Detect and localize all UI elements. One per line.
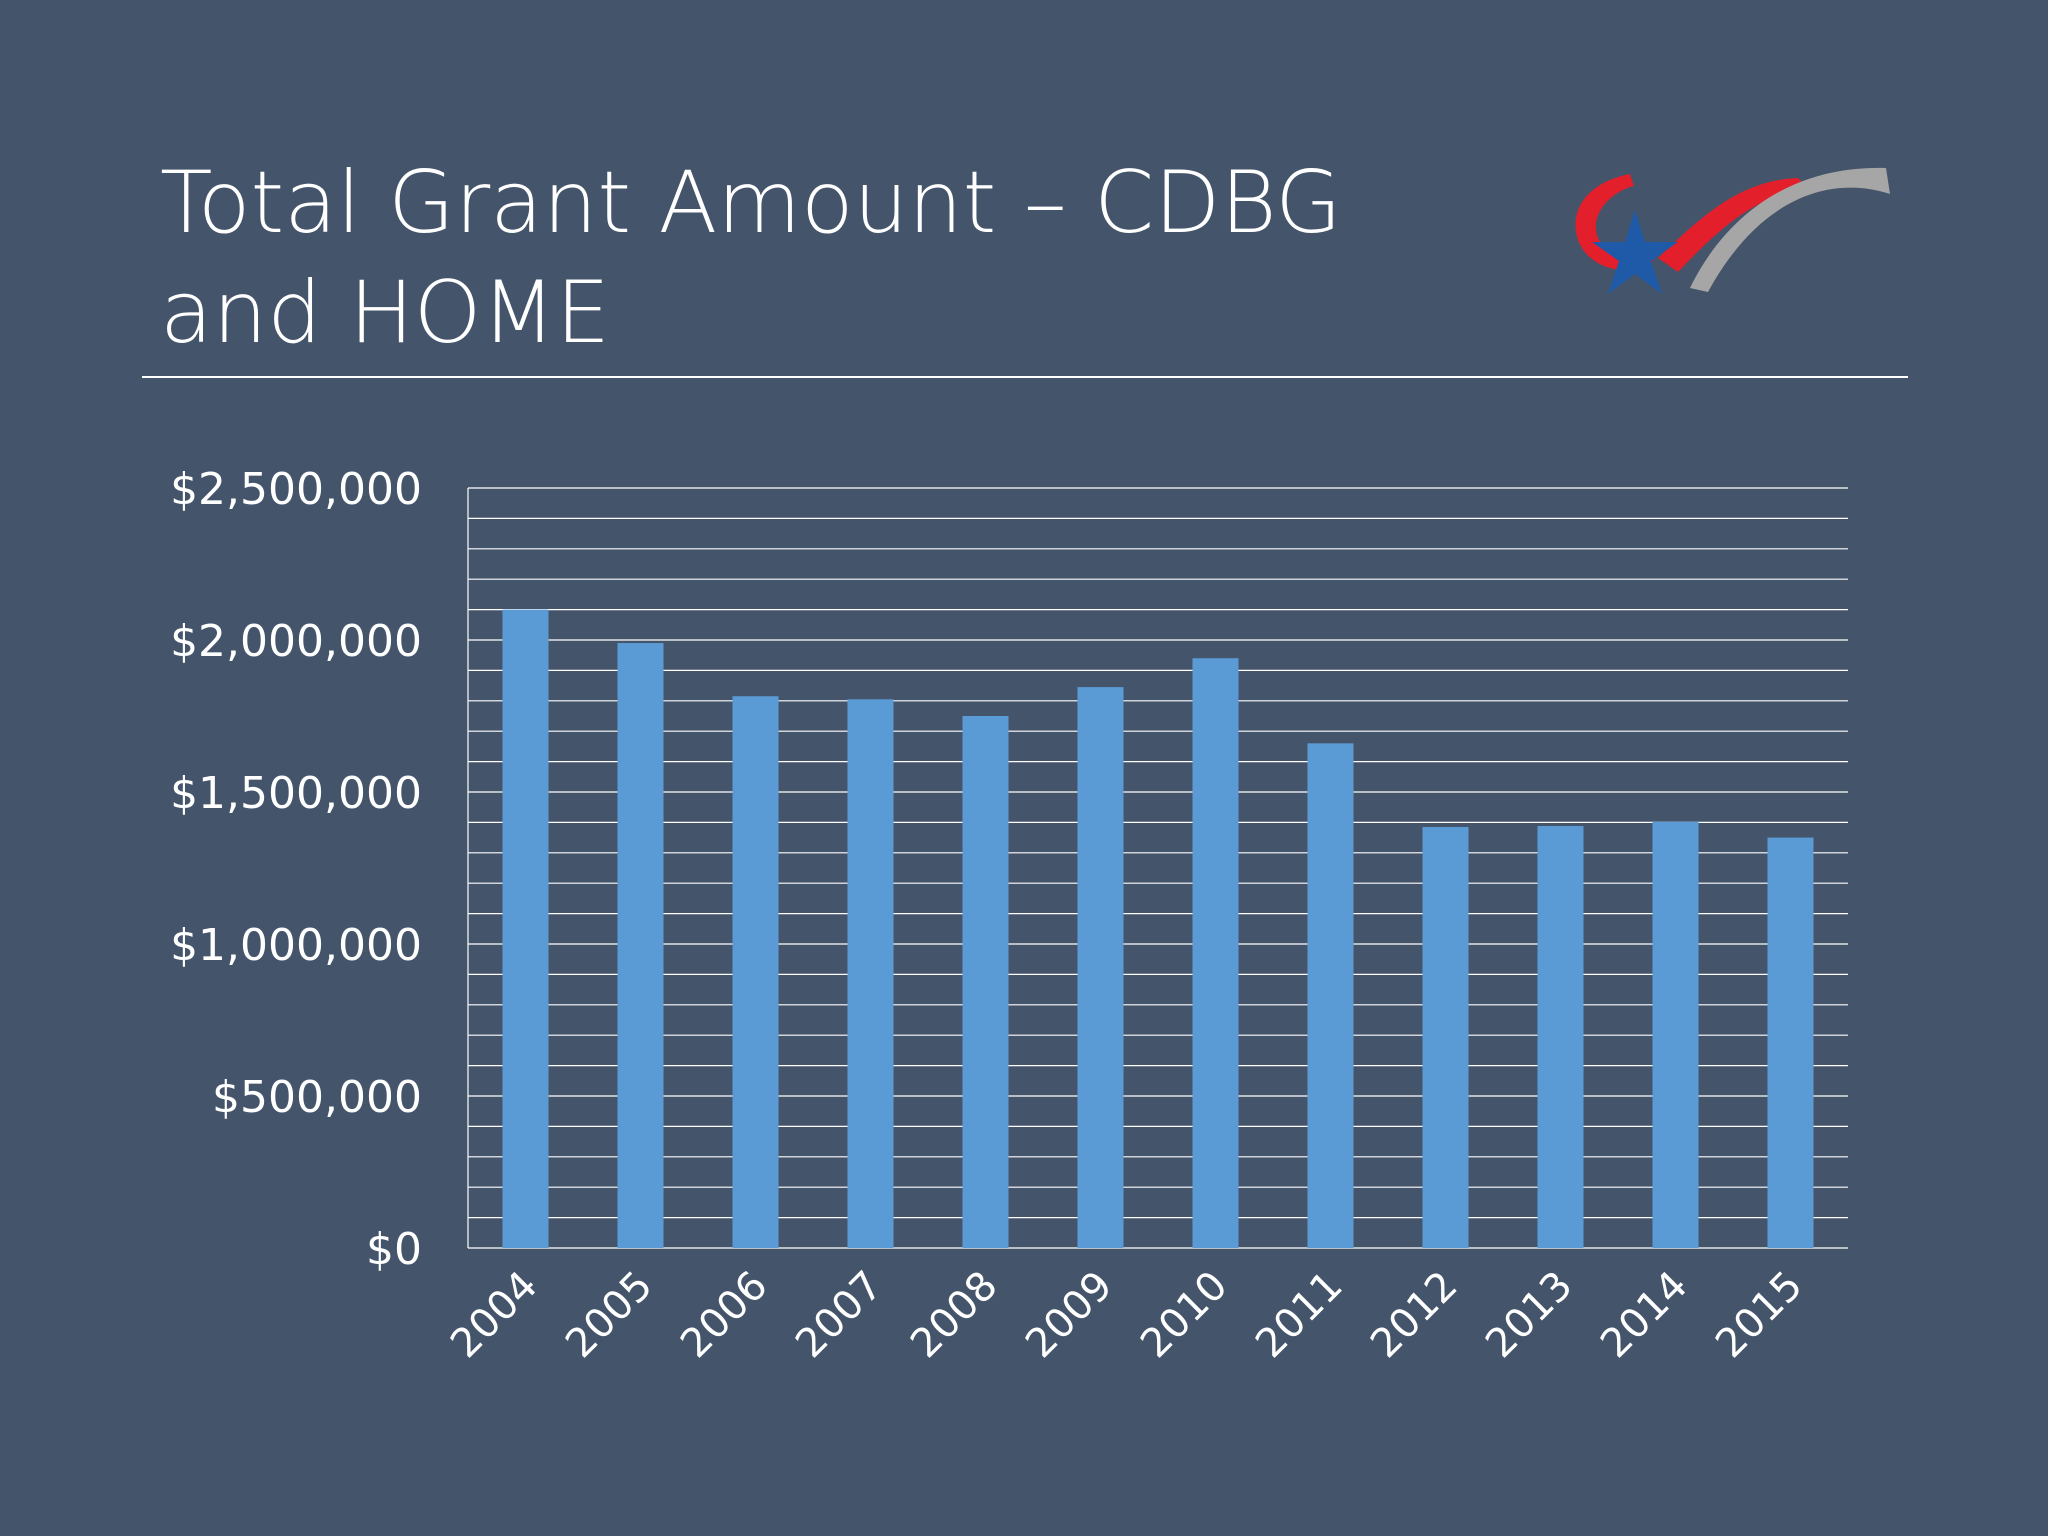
- x-tick-label-2015: 2015: [1707, 1263, 1812, 1368]
- x-tick-label-2008: 2008: [902, 1263, 1007, 1368]
- bar-2004: [502, 609, 549, 1248]
- bar-2007: [847, 699, 894, 1248]
- bar-2014: [1652, 821, 1699, 1248]
- x-tick-label-2009: 2009: [1017, 1263, 1122, 1368]
- x-tick-label-2004: 2004: [442, 1263, 547, 1368]
- title-divider: [142, 376, 1908, 378]
- y-tick-label-3: $1,500,000: [170, 768, 422, 819]
- bar-2011: [1307, 743, 1354, 1248]
- slide-title-line-1: Total Grant Amount – CDBG: [160, 153, 1342, 253]
- logo-red-swoosh: [1658, 178, 1810, 272]
- logo-gray-swoosh: [1690, 167, 1890, 292]
- x-tick-label-2007: 2007: [787, 1263, 892, 1368]
- slide-title: Total Grant Amount – CDBG and HOME: [160, 148, 1460, 368]
- bar-2010: [1192, 658, 1239, 1248]
- y-tick-label-5: $2,500,000: [170, 464, 422, 515]
- x-tick-label-2011: 2011: [1247, 1263, 1352, 1368]
- x-tick-label-2014: 2014: [1592, 1263, 1697, 1368]
- logo-blue-star: [1592, 210, 1678, 294]
- y-tick-label-1: $500,000: [212, 1072, 422, 1123]
- bar-2005: [617, 643, 664, 1248]
- slide-title-line-2: and HOME: [160, 263, 611, 363]
- bar-2012: [1422, 826, 1469, 1248]
- x-tick-label-2006: 2006: [672, 1263, 777, 1368]
- x-tick-label-2012: 2012: [1362, 1263, 1467, 1368]
- y-tick-label-4: $2,000,000: [170, 616, 422, 667]
- bar-2013: [1537, 826, 1584, 1248]
- bar-2008: [962, 716, 1009, 1248]
- y-tick-label-0: $0: [366, 1224, 422, 1275]
- star-ribbon-logo-icon: [1575, 167, 1890, 294]
- logo-red-ribbon: [1575, 174, 1654, 270]
- bar-2015: [1767, 837, 1814, 1248]
- y-tick-label-2: $1,000,000: [170, 920, 422, 971]
- bar-2009: [1077, 687, 1124, 1248]
- x-tick-label-2010: 2010: [1132, 1263, 1237, 1368]
- bar-2006: [732, 696, 779, 1248]
- x-tick-label-2005: 2005: [557, 1263, 662, 1368]
- x-tick-label-2013: 2013: [1477, 1263, 1582, 1368]
